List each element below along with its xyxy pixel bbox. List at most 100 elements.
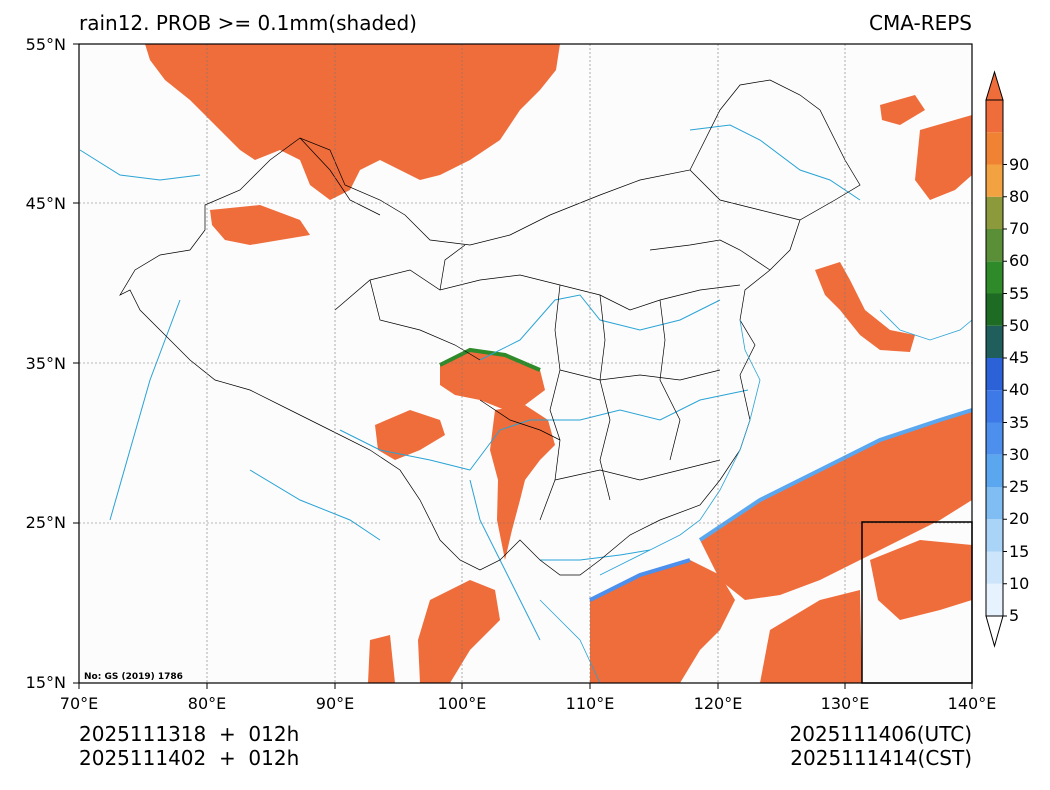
valid-time-block: 2025111406(UTC) 2025111414(CST) (790, 722, 973, 770)
colorbar-segment (986, 583, 1003, 616)
precip-region-indochina (418, 580, 500, 683)
lat-label-25: 25°N (25, 513, 66, 532)
province-line-8 (554, 459, 721, 481)
province-line-7 (659, 299, 681, 461)
river-brahmaputra (339, 429, 471, 471)
precip-region-inset (870, 540, 972, 620)
lat-label-35: 35°N (25, 354, 66, 373)
province-line-6 (599, 294, 611, 501)
colorbar-segment (986, 519, 1003, 552)
init-time-utc: 2025111318 + 012h (79, 722, 300, 746)
lon-label-120: 120°E (693, 694, 743, 713)
colorbar-label: 25 (1009, 477, 1030, 496)
river-ob (79, 149, 201, 181)
river-pearl (540, 549, 651, 561)
river-yangtze (469, 389, 749, 471)
precip-region-bay-of-bengal (368, 635, 395, 683)
colorbar-segment (986, 196, 1003, 229)
lon-label-140: 140°E (947, 694, 997, 713)
colorbar-bottom-arrow (985, 615, 1004, 648)
colorbar-label: 5 (1009, 606, 1020, 625)
valid-time-cst: 2025111414(CST) (790, 746, 972, 770)
colorbar-label: 70 (1009, 219, 1030, 238)
graticule (79, 44, 972, 683)
precip-region-philippine-sea (760, 590, 862, 683)
mongolia-border-inner (299, 137, 381, 216)
province-line-11 (689, 169, 801, 221)
low-probability-edges (439, 347, 972, 602)
colorbar-segment (986, 551, 1003, 584)
river-yellow (479, 294, 721, 361)
lon-label-100: 100°E (437, 694, 487, 713)
precip-region-north (145, 44, 560, 200)
approval-note: No: GS (2019) 1786 (84, 672, 183, 682)
colorbar-label: 40 (1009, 380, 1030, 400)
lon-label-90: 90°E (315, 694, 355, 713)
precip-region-pacific-band (700, 410, 972, 600)
province-line-9 (559, 369, 721, 381)
colorbar-segment (986, 454, 1003, 487)
init-time-cst: 2025111402 + 012h (79, 746, 300, 770)
valid-time-utc: 2025111406(UTC) (789, 722, 973, 746)
province-line-2 (369, 279, 481, 361)
colorbar-frame (985, 99, 1004, 617)
colorbar-segment (986, 358, 1003, 391)
colorbar-top-arrow (985, 70, 1004, 101)
model-name: CMA-REPS (869, 11, 972, 35)
edge-band-qinghai (439, 347, 541, 372)
colorbar-label: 50 (1009, 315, 1030, 335)
province-line-10 (479, 399, 561, 441)
edge-band-scs (589, 558, 691, 602)
coast-china-east (599, 319, 761, 576)
precip-region-tibet-south (375, 410, 445, 460)
colorbar-label: 55 (1009, 283, 1030, 303)
precip-region-far-northeast (915, 115, 972, 200)
lon-label-110: 110°E (565, 694, 615, 713)
colorbar-label: 10 (1009, 573, 1030, 593)
lat-label-45: 45°N (25, 194, 66, 213)
colorbar-segment (986, 293, 1003, 326)
colorbar-segment (986, 487, 1003, 520)
colorbar (985, 70, 1007, 648)
river-amur (689, 124, 861, 201)
coast-japan (879, 309, 972, 341)
rivers (79, 124, 861, 641)
init-time-block: 2025111318 + 012h 2025111402 + 012h (79, 722, 299, 770)
province-line-4 (439, 244, 466, 291)
lon-label-80: 80°E (187, 694, 227, 713)
colorbar-segment (986, 390, 1003, 423)
precip-region-northeast-coast (880, 95, 925, 125)
province-line-3 (559, 284, 741, 311)
colorbar-label: 90 (1009, 154, 1030, 174)
colorbar-segment (986, 229, 1003, 262)
province-line-12 (649, 239, 771, 271)
colorbar-label: 35 (1009, 412, 1030, 432)
colorbar-segment (986, 325, 1003, 358)
colorbar-segment (986, 422, 1003, 455)
lat-label-55: 55°N (25, 35, 66, 54)
precip-region-northwest (210, 205, 310, 245)
river-indus (109, 299, 181, 521)
colorbar-segment (986, 164, 1003, 197)
river-ganges (249, 469, 381, 541)
precip-region-korea (815, 262, 915, 352)
shaded-probability-areas (145, 44, 972, 683)
colorbar-segment (986, 100, 1003, 133)
edge-band-pacific (698, 408, 972, 542)
colorbar-label: 30 (1009, 444, 1030, 464)
axis-ticks (73, 43, 973, 689)
country-borders (119, 79, 861, 576)
lat-label-15: 15°N (25, 673, 66, 692)
colorbar-label: 45 (1009, 348, 1030, 367)
map-title: rain12. PROB >= 0.1mm(shaded) (79, 11, 417, 35)
colorbar-segment (986, 261, 1003, 294)
colorbar-label: 15 (1009, 541, 1030, 561)
colorbar-segment (986, 132, 1003, 165)
precip-region-qinghai (440, 350, 545, 410)
colorbar-label: 20 (1009, 509, 1030, 529)
colorbar-label: 80 (1009, 186, 1030, 206)
lon-label-70: 70°E (59, 694, 99, 713)
lon-label-130: 130°E (820, 694, 870, 713)
precip-region-sichuan (490, 405, 555, 560)
